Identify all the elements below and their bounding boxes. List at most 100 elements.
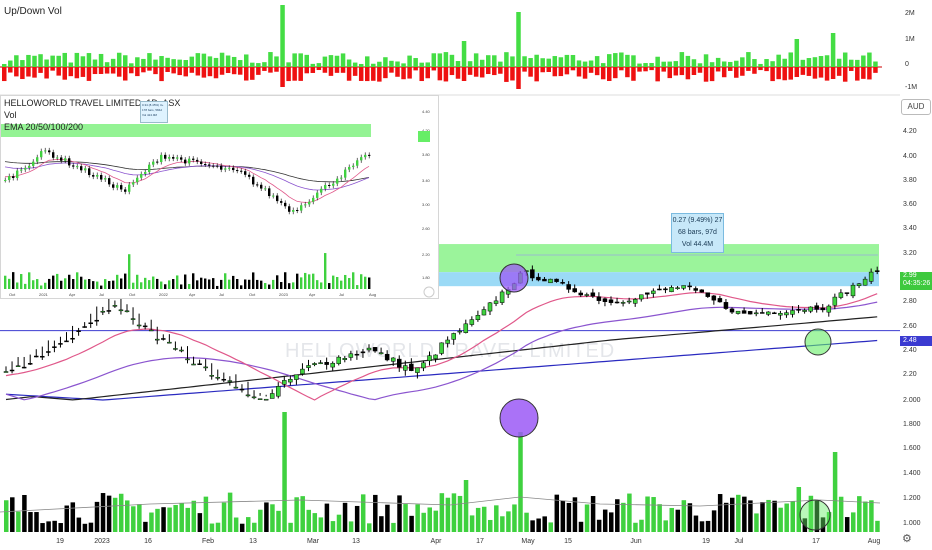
price-axis-label: 3.80: [903, 177, 917, 184]
up-volume-bar: [20, 60, 25, 67]
inset-long-term-chart: 4.40 4.20 3.80 3.40 3.00 2.60 2.20 1.80 Oct 2021 A…: [0, 95, 439, 299]
volume-axis-label: 2M: [905, 10, 915, 17]
volume-bar: [560, 500, 566, 532]
inset-volume-bar: [340, 280, 343, 289]
down-volume-bar: [256, 67, 261, 75]
up-volume-bar: [189, 56, 195, 67]
down-volume-bar: [455, 67, 461, 79]
candle-body: [741, 310, 747, 314]
down-volume-bar: [770, 67, 775, 82]
up-volume-bar: [298, 53, 303, 67]
inset-candle-body: [72, 165, 75, 167]
volume-bar: [463, 480, 469, 532]
up-volume-bar: [625, 54, 630, 67]
down-volume-bar: [691, 67, 697, 75]
up-volume-bar: [746, 52, 751, 67]
volume-bar: [621, 502, 626, 532]
inset-volume-bar: [364, 276, 367, 289]
inset-candle-body: [204, 164, 207, 166]
volume-bar: [814, 500, 820, 532]
inset-volume-bar: [8, 278, 11, 289]
down-volume-bar: [830, 67, 836, 79]
inset-time-label: Aug: [369, 292, 376, 297]
up-volume-bar: [407, 55, 412, 67]
down-volume-bar: [528, 67, 533, 77]
up-volume-bar: [540, 58, 545, 67]
up-volume-bar: [286, 62, 291, 67]
volume-bar: [524, 512, 529, 532]
inset-candle-body: [304, 204, 307, 206]
volume-bar: [112, 497, 118, 532]
inset-volume-bar: [248, 279, 251, 289]
volume-bar: [506, 511, 511, 532]
candle-body: [729, 308, 735, 313]
up-volume-bar: [153, 59, 158, 67]
down-volume-bar: [504, 67, 509, 82]
inset-volume-bar: [288, 283, 291, 289]
inset-volume-bar: [264, 283, 267, 289]
candle-body: [433, 354, 438, 359]
up-volume-bar: [26, 54, 31, 67]
volume-bar: [699, 521, 705, 532]
volume-bar: [554, 494, 560, 532]
candle-body: [717, 298, 723, 303]
down-volume-bar: [655, 67, 660, 82]
inset-volume-bar: [336, 277, 339, 289]
candle-body: [493, 300, 499, 304]
volume-bar: [239, 523, 245, 532]
inset-volume-bar: [332, 275, 335, 289]
inset-candle-body: [328, 184, 331, 186]
chart-watermark: HELLOWORLD TRAVEL LIMITED: [285, 340, 615, 362]
up-volume-bar: [492, 55, 497, 67]
up-volume-bar: [38, 54, 43, 67]
inset-volume-bar: [316, 280, 319, 289]
inset-candle-body: [168, 157, 171, 159]
volume-bar: [58, 523, 63, 532]
up-volume-bar: [588, 60, 594, 67]
candle-body: [88, 322, 93, 325]
settings-gear-icon[interactable]: ⚙: [902, 533, 912, 545]
candle-body: [632, 299, 638, 304]
inset-volume-bar: [88, 279, 91, 289]
volume-bar: [336, 514, 342, 532]
up-volume-bar: [552, 56, 558, 67]
inset-volume-bar: [144, 277, 147, 289]
volume-bar: [28, 512, 33, 532]
volume-bar: [10, 497, 15, 532]
inset-price-label: 3.40: [422, 178, 431, 183]
candle-body: [269, 393, 275, 399]
up-volume-bar: [498, 61, 503, 67]
volume-bar: [167, 507, 172, 532]
up-volume-bar: [600, 63, 606, 67]
inset-candle-body: [240, 170, 243, 172]
volume-bar: [723, 502, 729, 532]
volume-bar: [82, 523, 88, 532]
volume-bar: [46, 521, 51, 532]
volume-bar: [203, 496, 209, 532]
measure-tool-box[interactable]: 0.27 (9.49%) 27 68 bars, 97d Vol 44.4M: [671, 213, 724, 253]
candle-body: [34, 355, 39, 358]
down-volume-bar: [2, 67, 7, 82]
volume-bar: [760, 502, 765, 532]
volume-bar: [288, 522, 293, 532]
last-price-tag: 2.99 04:35:26: [900, 272, 932, 290]
inset-volume-bar: [344, 274, 347, 289]
inset-volume-bar: [128, 254, 131, 289]
inset-candle-body: [320, 188, 323, 193]
inset-candle-body: [140, 173, 143, 178]
inset-price-label: 1.80: [422, 275, 431, 280]
volume-bar: [185, 507, 190, 532]
up-volume-bar: [437, 53, 443, 67]
volume-bar: [802, 518, 808, 532]
inset-candle-body: [340, 177, 343, 179]
candle-body: [651, 290, 656, 294]
down-volume-bar: [849, 67, 854, 71]
candle-body: [560, 282, 565, 284]
inset-volume-bar: [136, 274, 139, 289]
up-volume-bar: [673, 61, 679, 67]
up-volume-bar: [401, 63, 406, 67]
currency-button[interactable]: AUD: [901, 99, 931, 115]
price-axis-label: 2.60: [903, 323, 917, 330]
up-volume-bar: [782, 58, 787, 67]
